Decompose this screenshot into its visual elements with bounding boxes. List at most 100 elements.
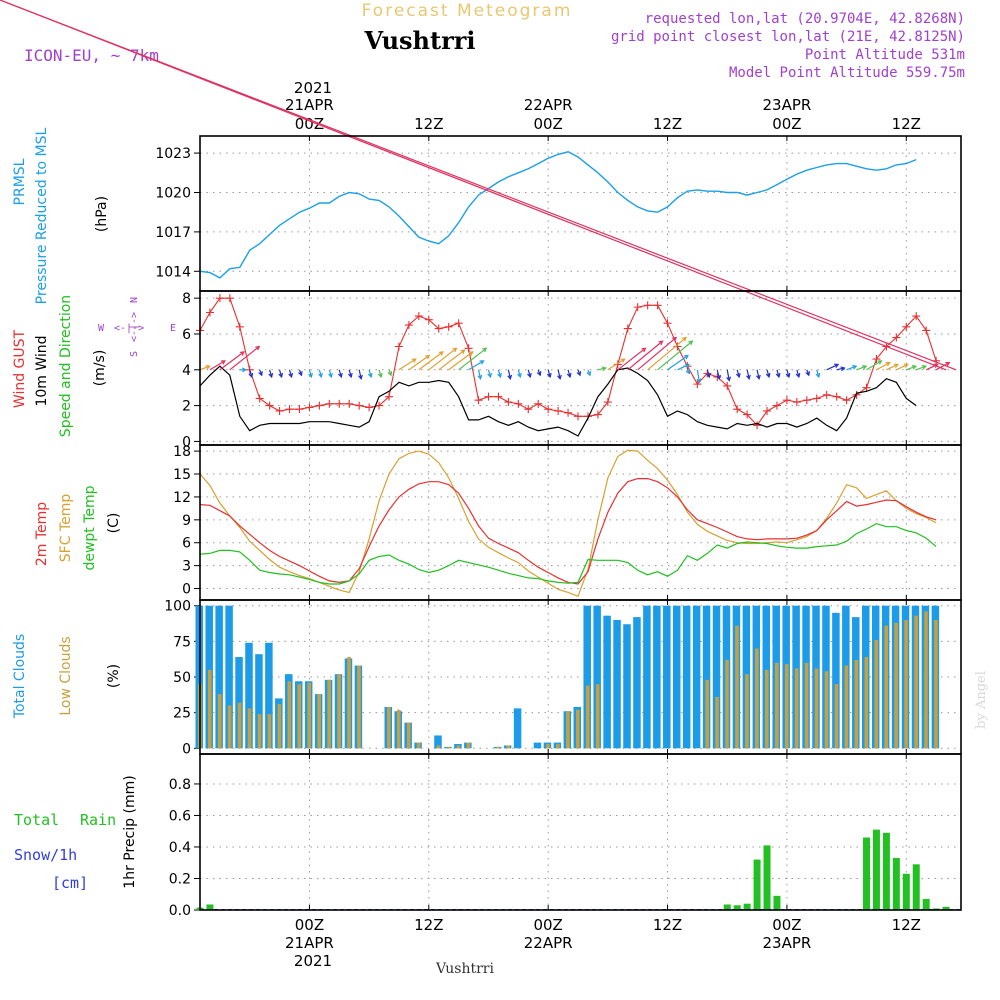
wind-arrow-head <box>785 372 791 379</box>
wind-dir-label: Speed and Direction <box>58 295 74 437</box>
y-tick-label: 15 <box>173 467 191 483</box>
temp-sfc-label: SFC Temp <box>58 494 74 563</box>
temp-sfc-line <box>199 449 937 597</box>
total-cloud-bar <box>653 605 661 749</box>
low-cloud-bar <box>207 669 212 749</box>
y-tick-label: 0.0 <box>169 903 191 919</box>
y-tick-label: 0 <box>182 434 191 450</box>
rain-bar <box>773 895 781 910</box>
top-hour-label: 12Z <box>653 115 682 133</box>
gust-marker <box>842 396 851 405</box>
low-cloud-bar <box>784 664 789 749</box>
wind-arrow-head <box>911 365 918 370</box>
wind-direction-arrow <box>756 369 760 379</box>
low-cloud-bar <box>556 744 560 749</box>
grid-point-coords: grid point closest lon,lat (21E, 42.8125… <box>611 29 965 45</box>
gust-marker <box>375 401 384 410</box>
low-cloud-bar <box>576 709 580 749</box>
y-tick-label: 0 <box>182 741 191 757</box>
low-cloud-bar <box>387 706 391 749</box>
wind-arrow-head <box>685 369 691 375</box>
wind-arrow-head <box>241 367 248 373</box>
wind-arrow-head <box>557 374 562 380</box>
gust-marker <box>832 392 841 401</box>
y-tick-label: 1017 <box>155 225 191 241</box>
wind-direction-arrow <box>746 369 750 379</box>
low-cloud-bar <box>765 669 769 749</box>
wind-direction-arrow <box>856 365 867 371</box>
wind-arrow-head <box>775 372 781 379</box>
gust-marker <box>424 315 433 324</box>
low-cloud-bar <box>894 622 898 749</box>
meteogram-subtitle: Forecast Meteogram <box>362 1 573 21</box>
gust-marker <box>434 324 443 333</box>
gust-marker <box>802 396 811 405</box>
gust-marker <box>474 396 483 405</box>
y-tick-label: 1020 <box>155 185 191 201</box>
wind-arrow-head <box>862 365 868 370</box>
wind-arrow-head <box>358 374 363 380</box>
total-cloud-bar <box>712 605 721 749</box>
low-cloud-bar <box>436 745 441 749</box>
total-cloud-bar <box>832 612 840 749</box>
total-cloud-bar <box>702 605 711 749</box>
total-cloud-bar <box>245 642 253 749</box>
wind-arrow-head <box>536 371 542 377</box>
wind-direction-arrow <box>657 340 693 371</box>
low-cloud-bar <box>924 611 928 749</box>
wind-line <box>199 365 917 437</box>
pressure-labels: PRMSL Pressure Reduced to MSL (hPa) <box>12 127 110 304</box>
wind-arrow-head <box>877 360 883 365</box>
rain-bar <box>872 829 880 910</box>
top-hour-label: 12Z <box>414 115 443 133</box>
compass-west: W <box>98 323 105 334</box>
wind-arrow-head <box>425 354 431 360</box>
gust-marker <box>494 392 503 401</box>
wind-arrow-head <box>507 374 513 380</box>
watermark: by Angel <box>974 671 989 729</box>
gust-marker <box>345 399 354 408</box>
gust-marker <box>335 399 344 408</box>
top-date-label: 21APR <box>285 96 334 114</box>
wind-arrow-head <box>205 365 211 370</box>
gust-marker <box>385 392 394 401</box>
gust-marker <box>315 401 324 410</box>
gust-marker <box>653 301 662 310</box>
y-tick-label: 25 <box>173 706 191 722</box>
wind-direction-arrow <box>398 358 417 371</box>
low-cloud-bar <box>237 702 242 749</box>
bottom-hour-label: 00Z <box>772 916 801 934</box>
gust-marker <box>812 394 821 403</box>
rain-bar <box>922 898 930 910</box>
gust-marker <box>902 322 911 331</box>
wind-direction-arrow <box>477 369 482 379</box>
wind-arrow-head <box>527 372 532 379</box>
total-cloud-bar <box>583 605 591 749</box>
rain-bar <box>733 905 741 910</box>
wind-arrow-head <box>706 372 711 379</box>
wind-direction-arrow <box>627 340 663 371</box>
y-tick-label: 9 <box>182 513 191 529</box>
wind-arrow-head <box>367 372 373 379</box>
gust-marker <box>484 392 493 401</box>
temp-2m-line <box>199 478 937 585</box>
total-cloud-bar <box>603 615 611 749</box>
gust-marker <box>404 321 413 330</box>
wind-arrow-head <box>438 351 444 356</box>
model-label: ICON-EU, ~ 7km <box>24 46 159 65</box>
wind-arrow-head <box>288 372 294 379</box>
wind-arrow-head <box>268 372 274 379</box>
gust-marker <box>743 410 752 419</box>
gust-marker <box>603 398 612 407</box>
gust-marker <box>623 324 632 333</box>
low-cloud-bar <box>496 746 501 749</box>
total-cloud-bar <box>225 605 233 749</box>
wind-arrow-head <box>546 372 552 379</box>
wind-arrow-head <box>746 374 751 380</box>
wind-direction-arrow <box>438 349 465 371</box>
wind-direction-arrow <box>617 347 646 371</box>
pressure-label-prmsl: PRMSL <box>12 158 28 205</box>
low-cloud-bar <box>735 625 739 749</box>
gust-marker <box>255 394 264 403</box>
wind-direction-arrow <box>209 360 226 371</box>
